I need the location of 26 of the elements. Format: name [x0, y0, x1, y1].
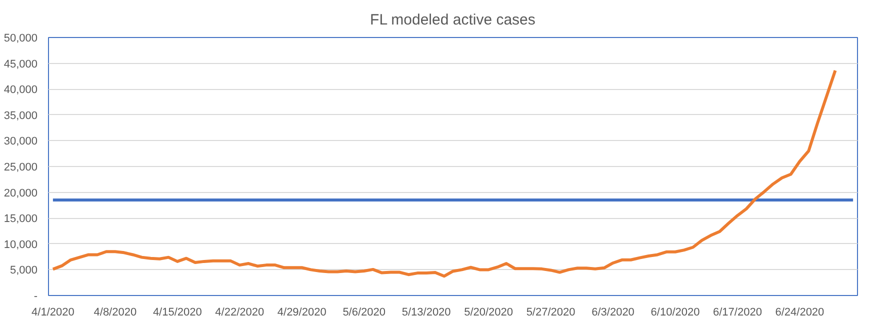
x-tick-label: 4/29/2020: [277, 306, 326, 318]
chart-title: FL modeled active cases: [370, 12, 536, 28]
y-tick-label: 10,000: [4, 238, 38, 251]
y-tick-label: 25,000: [4, 162, 38, 174]
y-tick-label: 5,000: [10, 264, 38, 277]
x-tick-label: 5/27/2020: [526, 306, 576, 318]
x-tick-label: 5/20/2020: [464, 306, 514, 318]
y-tick-label: 50,000: [4, 32, 38, 44]
x-tick-label: 6/3/2020: [592, 306, 634, 318]
x-tick-label: 4/1/2020: [32, 306, 74, 318]
y-tick-label: 20,000: [4, 187, 38, 200]
x-tick-label: 6/24/2020: [775, 306, 824, 318]
x-tick-label: 4/15/2020: [152, 306, 202, 318]
line-series: [51, 69, 837, 278]
y-tick-label: -: [34, 290, 38, 302]
x-tick-label: 5/6/2020: [342, 306, 386, 318]
x-tick-label: 4/8/2020: [94, 306, 137, 318]
y-tick-label: 35,000: [4, 110, 38, 122]
y-tick-label: 40,000: [4, 84, 38, 96]
x-tick-label: 6/17/2020: [713, 306, 762, 318]
y-tick-label: 15,000: [4, 213, 38, 226]
y-tick-label: 45,000: [4, 58, 38, 70]
x-tick-label: 4/22/2020: [215, 306, 264, 318]
x-tick-label: 5/13/2020: [402, 306, 451, 318]
x-tick-label: 6/10/2020: [650, 306, 700, 318]
y-tick-label: 30,000: [4, 136, 38, 148]
